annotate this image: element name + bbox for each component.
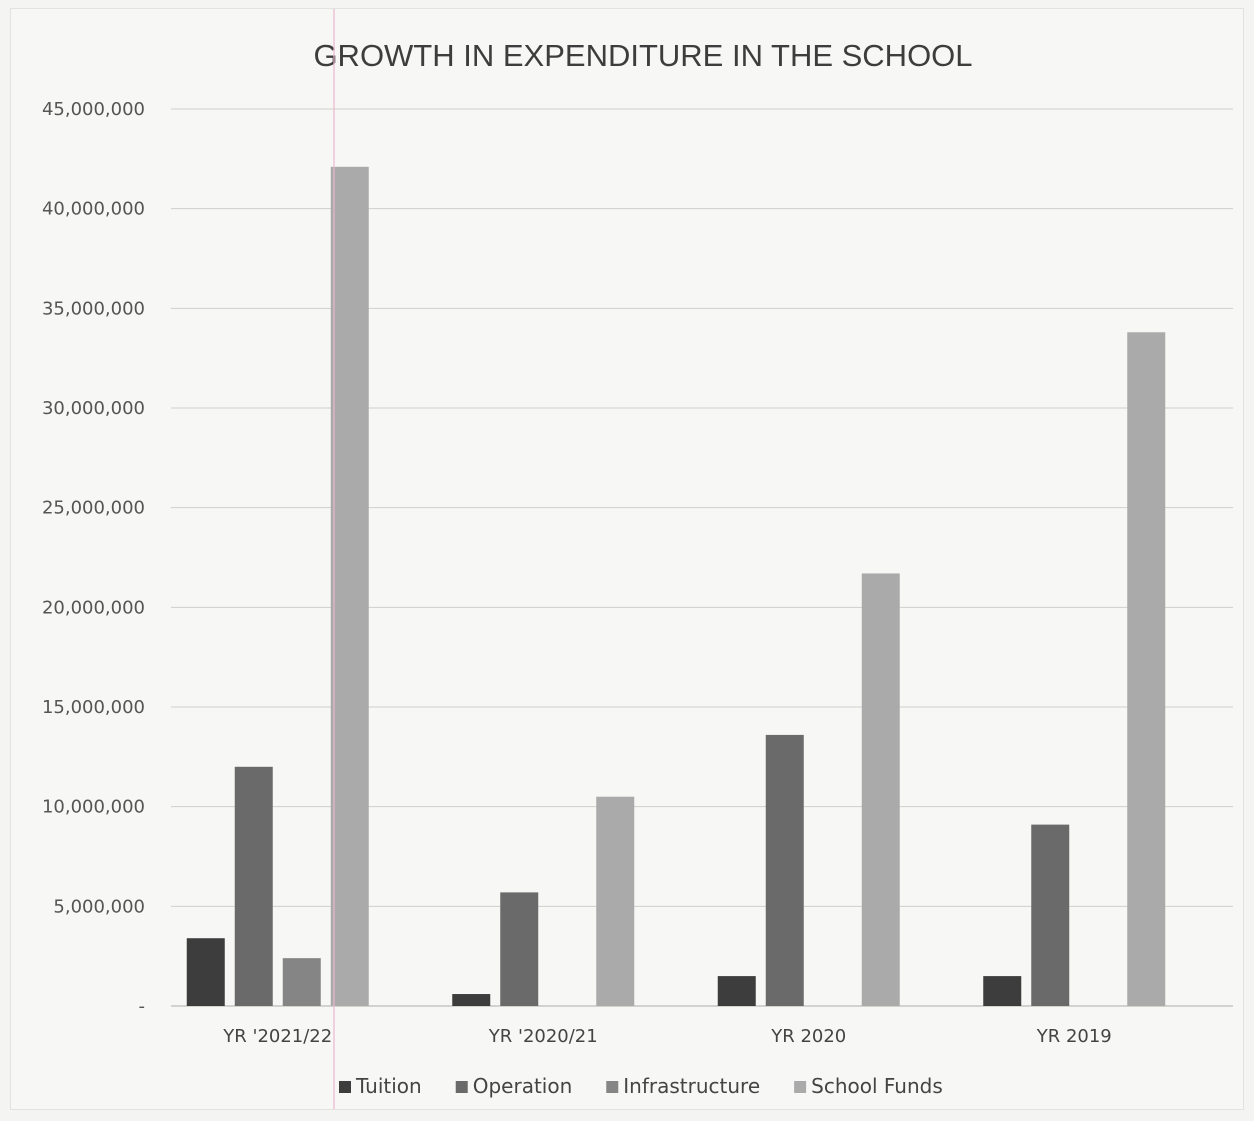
bar-operation [1031,824,1070,1006]
legend-label: Tuition [355,1074,422,1098]
bar-chart: GROWTH IN EXPENDITURE IN THE SCHOOL - 5,0… [42,9,1233,1109]
y-tick-label: 5,000,000 [53,896,145,917]
bar-operation [234,766,273,1006]
bar-school-funds [596,796,635,1006]
y-tick-label: 30,000,000 [42,398,145,419]
y-tick-label: 35,000,000 [42,298,145,319]
chart-frame: GROWTH IN EXPENDITURE IN THE SCHOOL - 5,0… [10,8,1244,1110]
bar-tuition [717,976,756,1006]
bar-operation [765,734,804,1006]
x-category-label: YR 2020 [770,1026,846,1047]
legend-swatch [455,1081,468,1093]
y-tick-label: 25,000,000 [42,498,145,519]
y-axis-ticks: - 5,000,000 10,000,000 15,000,000 20,000,000… [42,99,145,1017]
x-axis-categories: YR '2021/22 YR '2020/21 YR 2020 YR 2019 [222,1026,1112,1047]
y-tick-label: - [139,996,146,1017]
y-tick-label: 15,000,000 [42,697,145,718]
x-category-label: YR '2021/22 [222,1026,332,1047]
bar-tuition [186,938,225,1006]
bar-tuition [452,994,491,1006]
gridlines [171,108,1233,1007]
bar-school-funds [861,573,900,1006]
bar-school-funds [1127,332,1166,1007]
bars [186,166,1166,1007]
legend-swatch [339,1081,351,1093]
y-tick-label: 20,000,000 [42,597,145,618]
y-tick-label: 40,000,000 [42,199,145,220]
bar-tuition [983,976,1022,1006]
legend-label: Infrastructure [623,1074,760,1098]
x-category-label: YR '2020/21 [488,1026,598,1047]
x-category-label: YR 2019 [1036,1026,1112,1047]
y-tick-label: 10,000,000 [42,797,145,818]
legend-label: Operation [473,1074,573,1098]
bar-infrastructure [282,958,321,1006]
y-tick-label: 45,000,000 [42,99,145,120]
bar-operation [500,892,539,1006]
legend: Tuition Operation Infrastructure School Fun… [339,1074,943,1098]
chart-title: GROWTH IN EXPENDITURE IN THE SCHOOL [313,38,972,73]
legend-label: School Funds [811,1074,943,1098]
legend-swatch [794,1081,807,1093]
legend-swatch [606,1081,619,1093]
bar-school-funds [330,166,369,1007]
